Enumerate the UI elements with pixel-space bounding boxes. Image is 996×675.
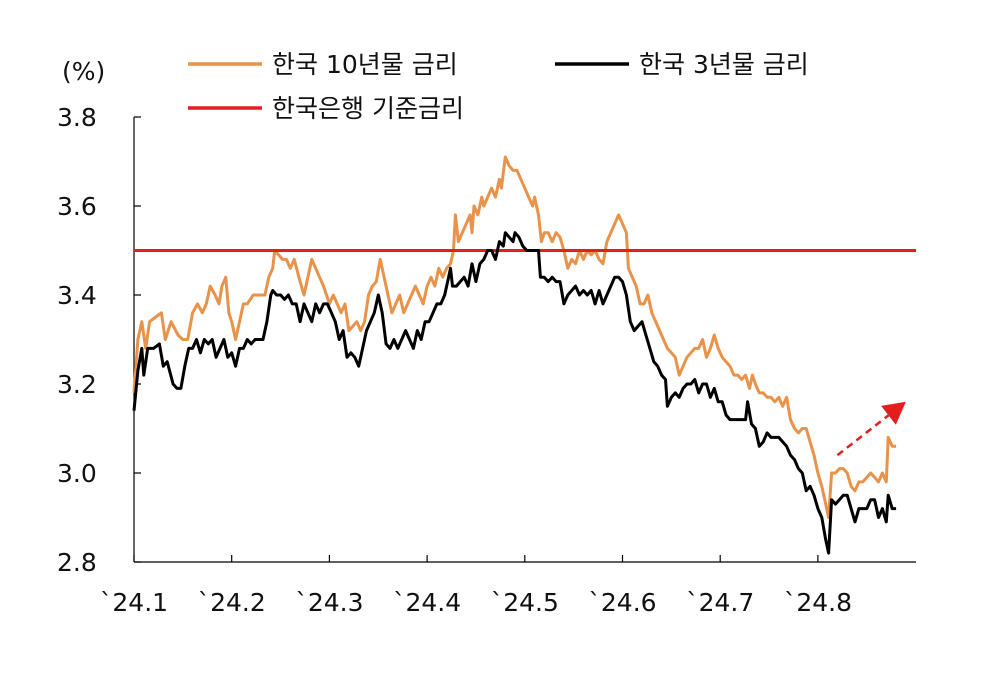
legend-label-10y: 한국 10년물 금리 [272, 50, 458, 79]
x-tick-label: `24.7 [686, 588, 754, 617]
y-tick-label: 3.0 [57, 459, 97, 488]
x-tick-label: `24.5 [491, 588, 559, 617]
series-line-10y [132, 155, 897, 519]
legend-item-3y: 한국 3년물 금리 [555, 50, 809, 79]
legend-item-base-rate: 한국은행 기준금리 [188, 94, 464, 123]
plot-area: 3.8 3.6 3.4 3.2 3.0 2.8`24.1 `24.2 `24.3 `24.4 `2… [57, 103, 916, 617]
x-tick-label: `24.1 [100, 588, 168, 617]
x-tick-label: `24.6 [588, 588, 656, 617]
y-tick-label: 2.8 [57, 548, 97, 577]
x-tick-label: `24.2 [198, 588, 266, 617]
y-unit-label: (%) [62, 57, 105, 86]
series-line-3y [132, 231, 897, 555]
legend: 한국 10년물 금리 한국 3년물 금리 한국은행 기준금리 [188, 50, 809, 123]
y-tick-label: 3.4 [57, 281, 97, 310]
legend-item-10y: 한국 10년물 금리 [188, 50, 458, 79]
legend-label-base-rate: 한국은행 기준금리 [272, 94, 464, 123]
x-tick-label: `24.8 [784, 588, 852, 617]
y-tick-label: 3.6 [57, 192, 97, 221]
trend-arrow-line [836, 414, 890, 457]
y-tick-label: 3.8 [57, 103, 97, 132]
x-tick-label: `24.4 [393, 588, 461, 617]
trend-arrow-head [881, 401, 906, 425]
y-tick-label: 3.2 [57, 370, 97, 399]
x-tick-label: `24.3 [295, 588, 363, 617]
legend-label-3y: 한국 3년물 금리 [639, 50, 809, 79]
